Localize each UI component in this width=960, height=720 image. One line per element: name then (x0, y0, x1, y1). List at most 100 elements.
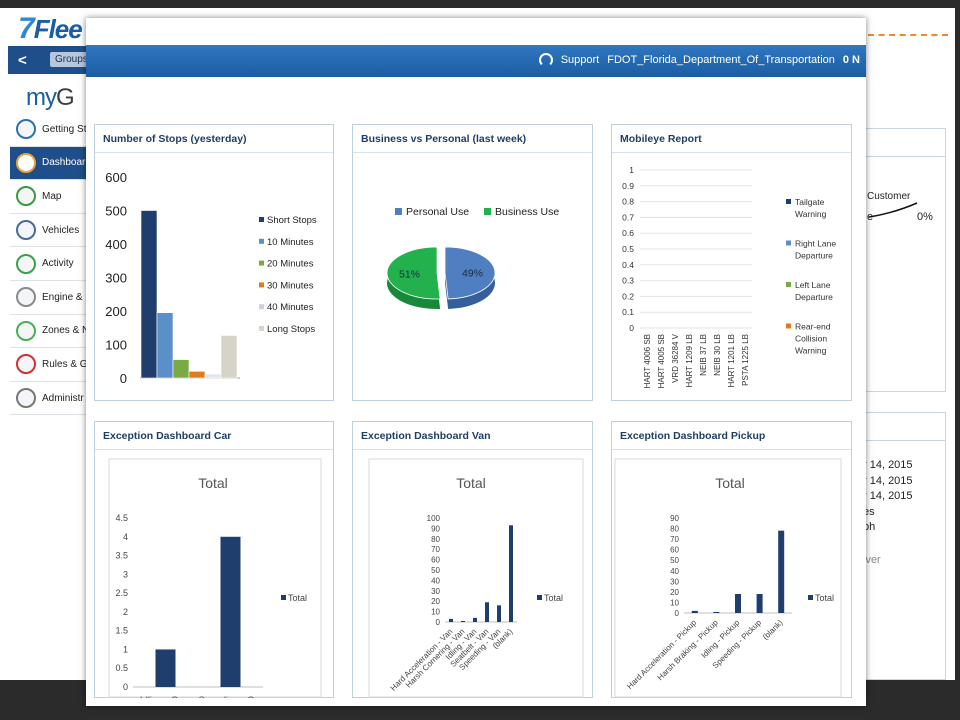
bar (713, 611, 720, 613)
legend-swatch (786, 323, 791, 329)
bg-card2-line: r 14, 2015 (863, 474, 913, 487)
sidebar-item[interactable]: Engine & (10, 281, 90, 315)
bar (735, 594, 741, 613)
sidebar-item[interactable]: Administr (10, 382, 90, 416)
sidebar-item-label: Getting St (42, 123, 87, 135)
bar (188, 371, 206, 379)
bg-card2-line: r 14, 2015 (863, 490, 913, 502)
mygeotab-brand: myG (26, 84, 75, 112)
gear-icon (16, 388, 36, 409)
y-tick-label: 50 (670, 556, 679, 565)
y-tick-label: 90 (670, 514, 679, 523)
y-tick-label: 0.5 (115, 663, 128, 673)
chart-frame (614, 458, 842, 698)
notification-count[interactable]: 0 N (842, 54, 860, 66)
card-title: Exception Dashboard Car (95, 422, 333, 450)
x-tick-label: Idling - Cars (140, 695, 191, 698)
stops-bar-chart: 0 100 200 300 400 500 600 Short Stops 10 Minutes… (105, 170, 317, 386)
bar (155, 649, 176, 687)
x-tick-label: VRD 36284 V (671, 333, 680, 383)
legend-label: Short Stops (267, 215, 317, 226)
sidebar-item[interactable]: Zones & N (10, 315, 90, 349)
exception-car-chart: Total 0 0.5 1 1.5 2 2.5 3 3.5 4 4.5 Idling - Cars Sp… (108, 458, 322, 698)
sidebar-item[interactable]: Getting St (10, 113, 90, 147)
legend-swatch (786, 240, 791, 246)
chart-frame (108, 458, 322, 698)
y-tick-label: 0.9 (622, 181, 634, 191)
y-tick-label: 3.5 (115, 551, 128, 561)
y-tick-label: 0 (436, 618, 441, 627)
decorative-dashes (868, 34, 948, 36)
rules-no-icon (16, 354, 36, 375)
y-tick-label: 0.7 (622, 212, 634, 222)
legend-label: Departure (795, 251, 833, 261)
sidebar-item[interactable]: Activity (10, 247, 90, 281)
bar (220, 536, 241, 687)
legend-label: 10 Minutes (267, 237, 314, 248)
y-tick-label: 0.4 (622, 260, 634, 270)
org-name[interactable]: FDOT_Florida_Department_Of_Transportatio… (607, 54, 835, 66)
bg-customer-label: Customer (867, 191, 911, 202)
legend-swatch (786, 199, 791, 204)
legend-label: Total (815, 593, 834, 603)
card-mobileye-report: Mobileye Report 0 0.1 0.2 0.3 0.4 0.5 0.6 0.7 0.… (611, 124, 852, 401)
y-tick-label: 20 (670, 588, 679, 597)
support-link[interactable]: Support (560, 54, 600, 66)
sidebar-item[interactable]: Rules & G (10, 348, 90, 382)
sidebar-item-label: Activity (42, 258, 74, 270)
sidebar-item[interactable]: Dashboar (10, 146, 90, 181)
card-exception-van: Exception Dashboard Van Total 0 10 20 30 40 50… (352, 421, 593, 698)
chart-title: Total (198, 475, 228, 491)
sidebar-item[interactable]: Vehicles (10, 214, 90, 248)
y-tick-label: 40 (670, 567, 679, 576)
legend-label: 20 Minutes (267, 259, 314, 270)
map-icon (16, 186, 36, 207)
sidebar-item-label: Engine & (42, 291, 83, 303)
y-tick-label: 50 (431, 566, 440, 575)
card-business-vs-personal: Business vs Personal (last week) Persona… (352, 124, 593, 401)
card-title: Exception Dashboard Van (353, 422, 592, 450)
legend-swatch (786, 282, 791, 287)
legend-label: Tailgate (795, 197, 825, 207)
x-tick-label: HART 4005 SB (657, 334, 666, 388)
bar (220, 335, 238, 379)
legend-label: Total (544, 593, 563, 603)
y-tick-label: 0.3 (622, 276, 634, 286)
bar (497, 605, 501, 622)
sidebar-item-label: Administr (42, 392, 84, 404)
legend-label: Rear-end (795, 322, 831, 332)
y-tick-label: 0.2 (622, 291, 634, 301)
back-button[interactable]: < (18, 52, 27, 69)
legend-swatch (484, 208, 491, 215)
legend-swatch (395, 208, 402, 215)
bar (473, 617, 477, 622)
sidebar-item[interactable]: Map (10, 180, 90, 214)
brand-part2: G (56, 84, 75, 111)
y-tick-label: 80 (670, 525, 679, 534)
zones-icon (16, 320, 36, 341)
sidebar-item-label: Dashboar (42, 157, 86, 169)
sidebar-item-label: Rules & G (42, 358, 88, 370)
groups-button[interactable]: Groups (50, 52, 93, 67)
support-headset-icon[interactable] (538, 53, 553, 67)
legend-label: Right Lane (795, 239, 836, 249)
y-tick-label: 4.5 (115, 513, 128, 523)
y-tick-label: 0 (675, 609, 680, 618)
y-tick-label: 70 (670, 535, 679, 544)
dashboard-pie-icon (16, 152, 36, 173)
y-tick-label: 100 (105, 338, 127, 353)
y-tick-label: 1 (629, 165, 634, 175)
card-title: Exception Dashboard Pickup (612, 422, 851, 450)
card-exception-pickup: Exception Dashboard Pickup Total 0 10 20 30 4… (611, 421, 852, 698)
legend-label: Long Stops (267, 324, 315, 335)
pie-data-label: 49% (462, 268, 483, 280)
help-icon (16, 119, 36, 140)
sidebar-item-label: Vehicles (42, 224, 80, 236)
top-bar: Support FDOT_Florida_Department_Of_Trans… (86, 45, 866, 77)
legend-label: Total (288, 593, 307, 603)
y-tick-label: 20 (431, 597, 440, 606)
legend-swatch (281, 595, 286, 600)
legend-swatch (537, 595, 542, 600)
